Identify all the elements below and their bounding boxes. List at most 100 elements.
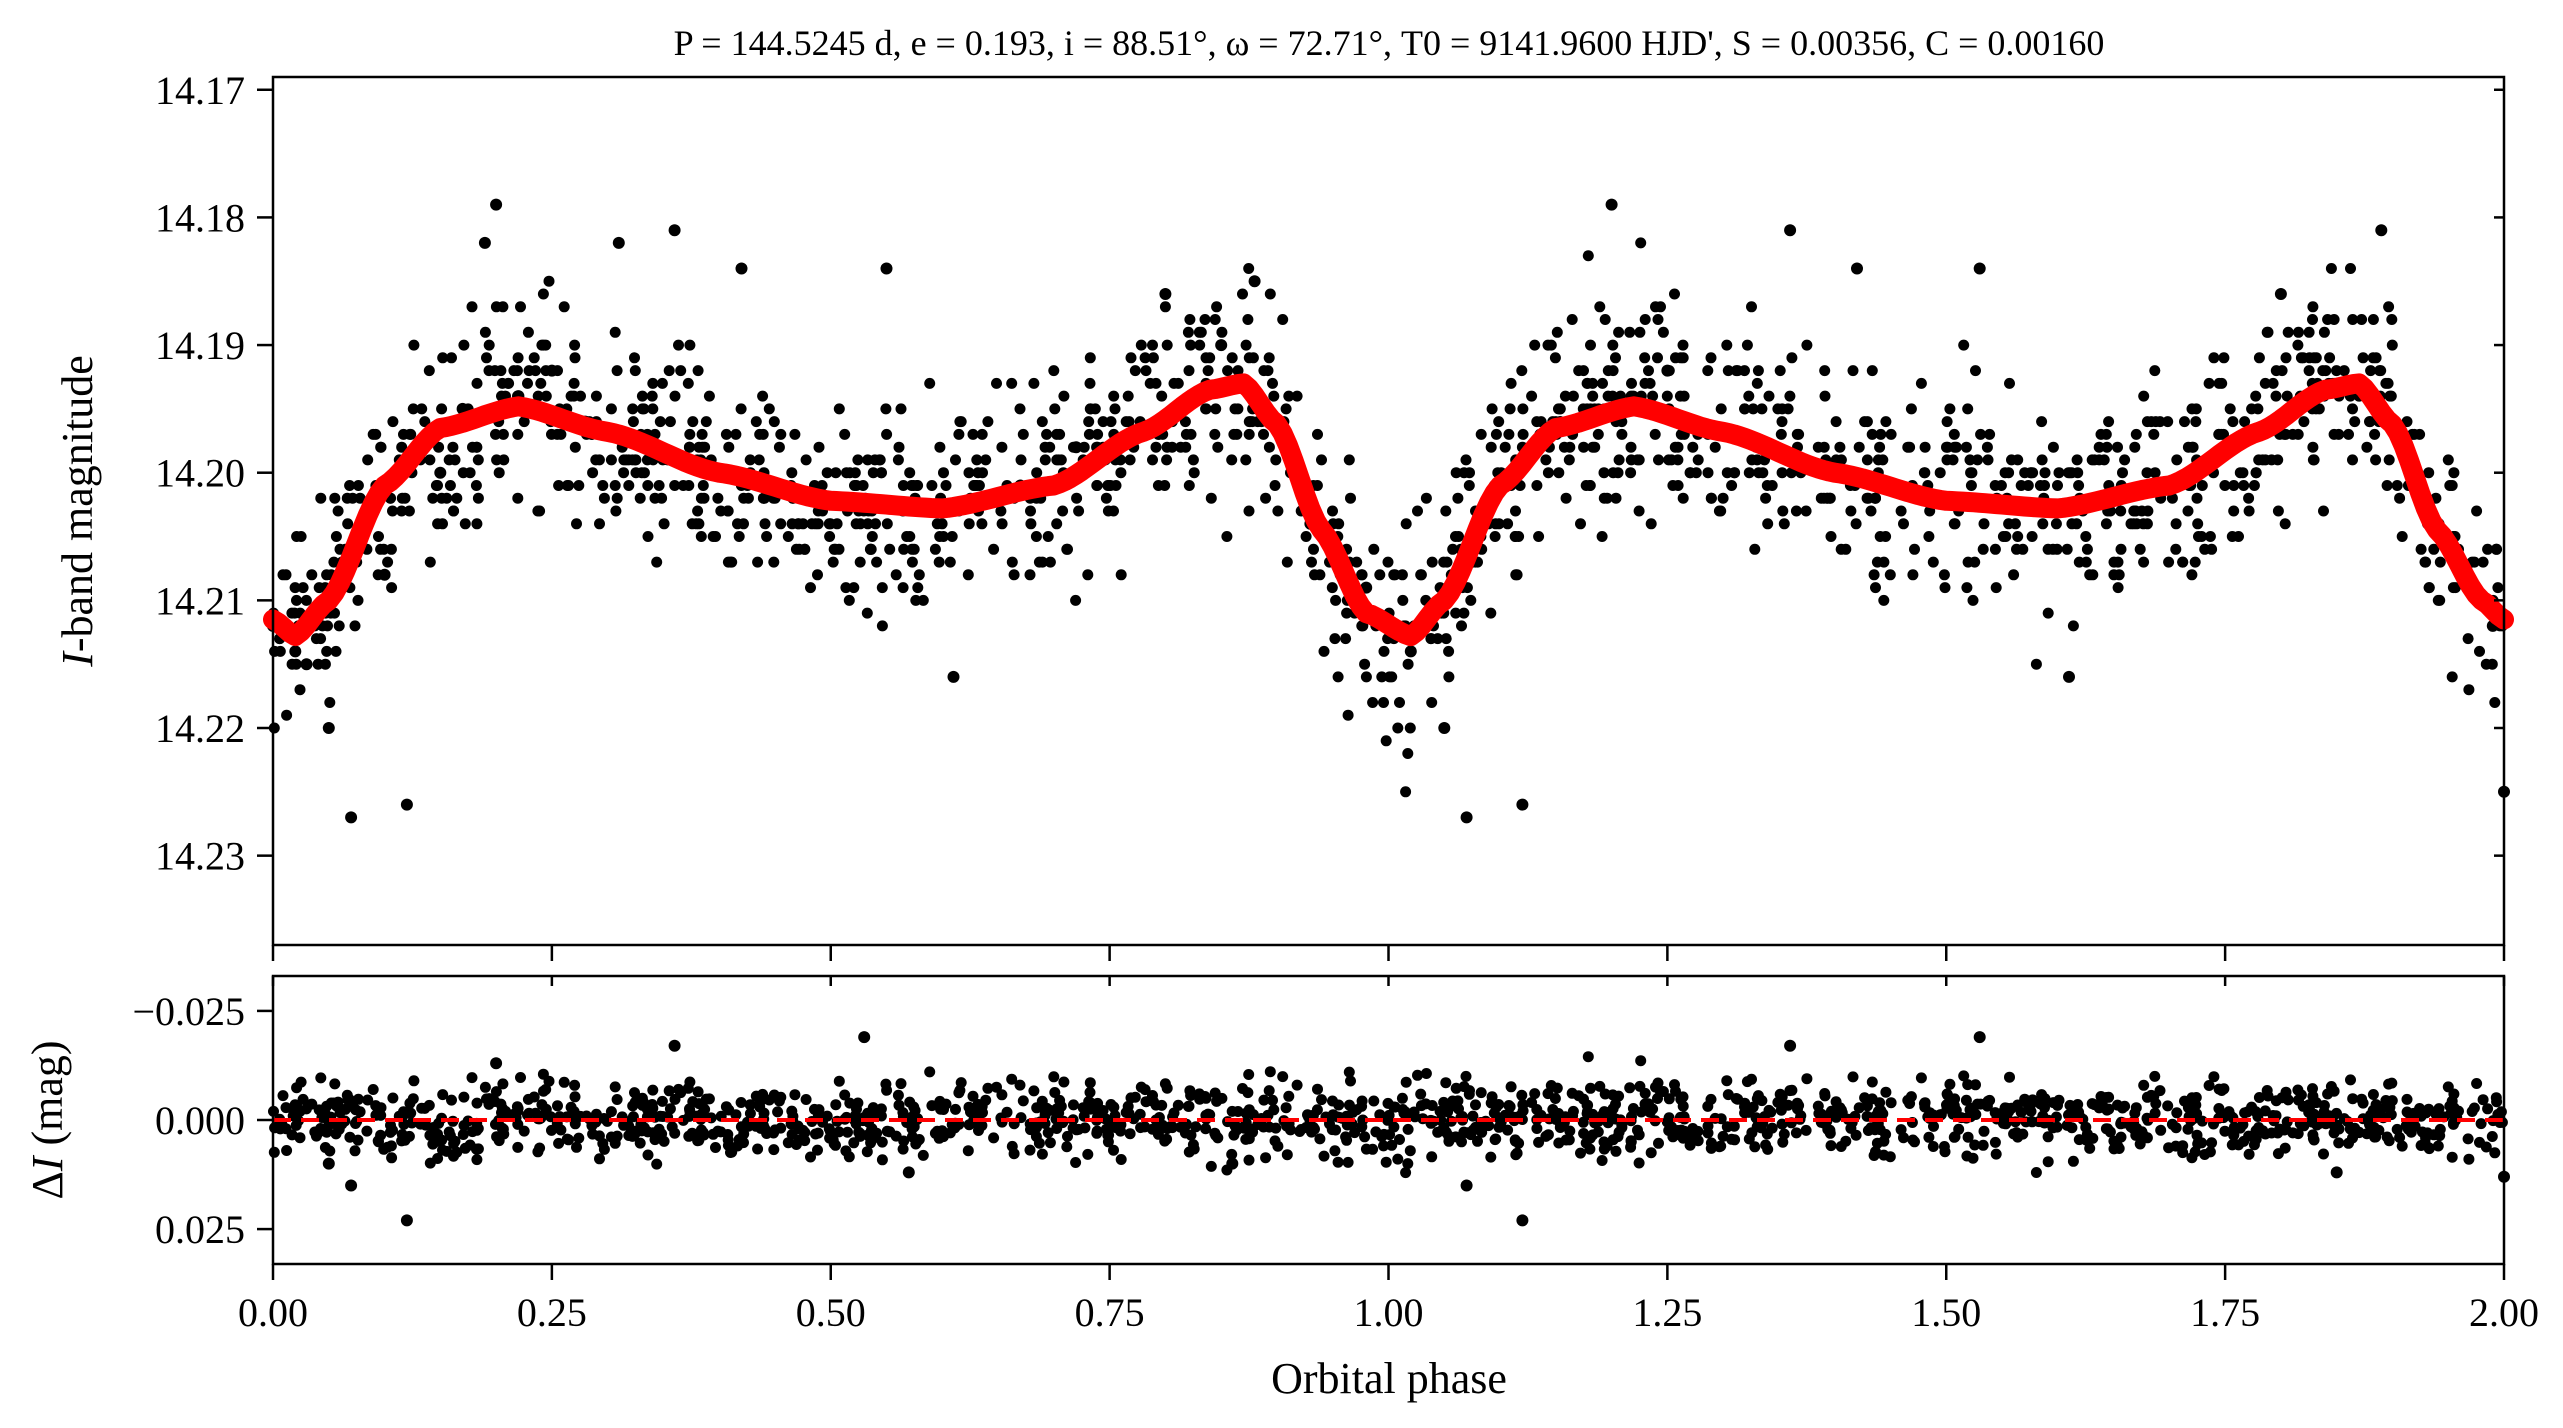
data-point [1585, 339, 1596, 351]
data-point [1376, 671, 1388, 683]
residual-point [1380, 1156, 1392, 1168]
data-point [1965, 480, 1977, 491]
data-point [1982, 454, 1994, 466]
residual-point [1269, 1135, 1281, 1147]
data-point [1463, 480, 1475, 491]
data-point [2196, 480, 2208, 491]
data-point [1752, 365, 1764, 377]
residual-point [1573, 1090, 1585, 1102]
residual-point [1775, 1104, 1787, 1116]
residual-point [2482, 1103, 2494, 1115]
data-point [2226, 531, 2238, 542]
data-point [1793, 428, 1805, 440]
residual-point [1874, 1097, 1886, 1109]
data-point [532, 390, 544, 402]
x-tick-label: 1.50 [1911, 1290, 1981, 1335]
data-point [1702, 467, 1714, 479]
data-point [2318, 326, 2330, 338]
data-point [722, 556, 734, 568]
data-point [464, 467, 476, 479]
data-point [1345, 492, 1356, 504]
data-point [1898, 518, 1909, 530]
data-point [2130, 505, 2142, 517]
data-point [768, 556, 780, 568]
data-point [1115, 569, 1127, 581]
data-point [1180, 428, 1192, 440]
data-point [1368, 543, 1380, 555]
data-point [1465, 594, 1477, 606]
data-point [839, 428, 851, 440]
data-point [522, 326, 534, 338]
data-point [2131, 518, 2143, 530]
data-point [2162, 416, 2174, 428]
residual-point [897, 1143, 909, 1155]
data-point [1751, 454, 1763, 466]
data-point [1634, 326, 1646, 338]
data-point [2471, 505, 2483, 517]
residual-point [1443, 1135, 1455, 1147]
residual-point [1977, 1139, 1989, 1151]
data-point [329, 492, 341, 504]
data-point [1610, 352, 1621, 364]
residual-point [1226, 1157, 1239, 1170]
data-point [2246, 403, 2258, 415]
residual-point [1280, 1102, 1292, 1114]
data-point [1036, 556, 1048, 568]
data-point [522, 377, 533, 389]
data-point [1343, 454, 1355, 466]
data-point [2163, 556, 2175, 568]
data-point [1051, 454, 1063, 466]
data-point [495, 365, 507, 377]
data-point [1237, 288, 1248, 300]
data-point [1402, 748, 1414, 759]
data-point [497, 428, 509, 440]
data-point [2482, 543, 2494, 555]
residual-point [809, 1103, 820, 1115]
residual-point [982, 1082, 994, 1094]
residual-point [1134, 1108, 1146, 1120]
residual-point [2434, 1130, 2446, 1142]
residual-point [2067, 1155, 2079, 1167]
residual-point [2003, 1115, 2015, 1126]
residual-point [1924, 1109, 1936, 1121]
top-panel: 14.17 14.18 14.19 14.20 14.21 14.22 14.23 I-ba… [53, 68, 2514, 961]
residual-point [2191, 1129, 2203, 1141]
data-point [996, 441, 1008, 453]
data-point [1039, 441, 1051, 453]
residual-point [642, 1149, 654, 1161]
data-point [1669, 288, 1680, 300]
data-point [2182, 441, 2194, 453]
data-point [2073, 556, 2085, 568]
data-point [799, 543, 811, 555]
residual-point [742, 1120, 754, 1132]
residual-point [322, 1157, 335, 1170]
data-point [773, 441, 785, 453]
data-point [1575, 518, 1586, 530]
data-point [686, 518, 698, 530]
residual-point [1545, 1080, 1557, 1091]
residual-point [2102, 1123, 2114, 1135]
data-point [493, 467, 505, 479]
data-point [352, 594, 364, 606]
residual-point [1958, 1070, 1970, 1082]
residual-point [848, 1137, 860, 1149]
residual-point [1577, 1116, 1589, 1128]
data-point [1560, 492, 1572, 504]
residual-point [1878, 1149, 1890, 1161]
data-point [692, 505, 704, 517]
residual-point [1243, 1104, 1255, 1116]
data-point [1613, 326, 1625, 338]
residual-point [1653, 1137, 1664, 1149]
residual-point [2384, 1101, 2396, 1113]
data-point [2474, 645, 2485, 657]
residual-point [2361, 1128, 2373, 1140]
data-point [1878, 556, 1890, 568]
data-point [895, 403, 907, 415]
residual-point [1243, 1154, 1255, 1166]
residual-point [1115, 1154, 1127, 1165]
residual-point [2276, 1092, 2288, 1104]
data-point [1573, 365, 1585, 377]
residual-point [647, 1127, 659, 1139]
residual-point [1944, 1078, 1956, 1090]
data-point [642, 531, 654, 542]
